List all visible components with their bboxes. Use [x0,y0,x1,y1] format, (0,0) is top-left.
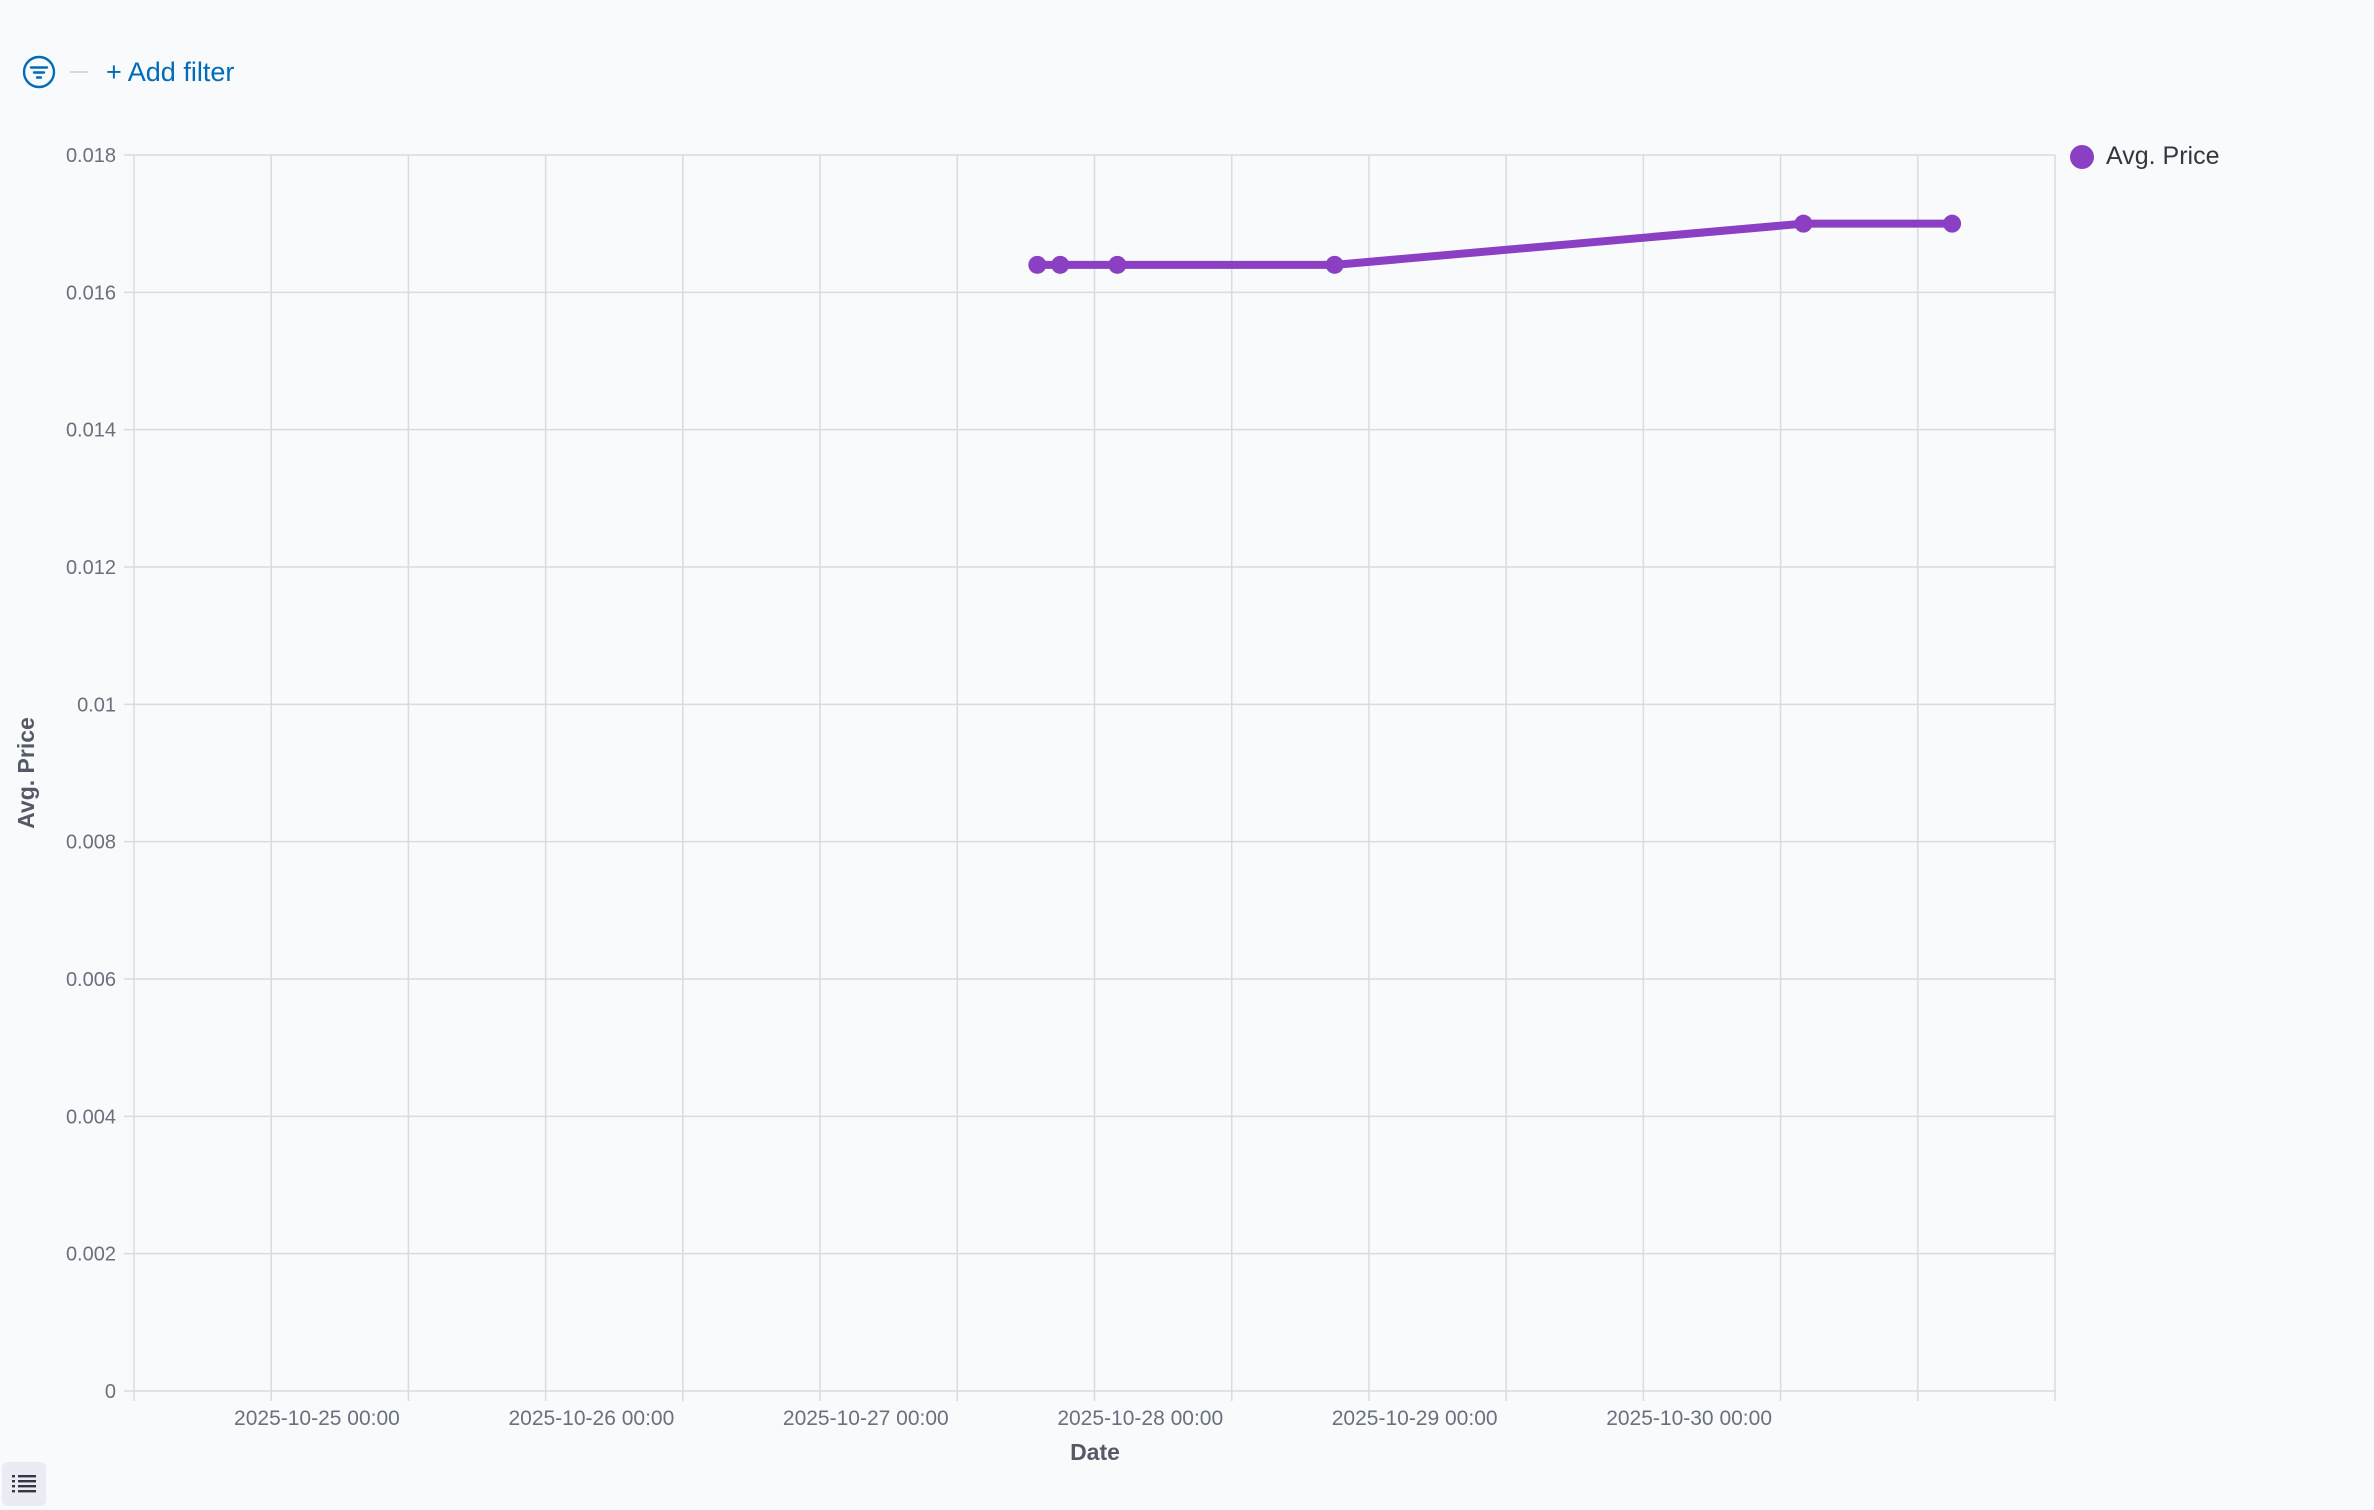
data-point[interactable] [1051,255,1070,274]
y-tick-label: 0.018 [66,145,116,167]
y-tick-label: 0.004 [66,1106,116,1128]
y-tick-label: 0.01 [77,694,116,716]
chart-series[interactable] [1028,214,1962,274]
data-point[interactable] [1028,255,1047,274]
x-axis-title: Date [1070,1439,1120,1465]
data-point[interactable] [1325,255,1344,274]
filter-separator [70,71,88,73]
legend-toggle-button[interactable] [2,1462,46,1506]
y-tick-label: 0.014 [66,420,116,442]
legend-swatch [2070,144,2094,169]
x-tick-label: 2025-10-30 00:00 [1606,1407,1772,1430]
filter-bar: + Add filter [22,52,234,92]
y-axis-title: Avg. Price [13,717,39,829]
chart-grid [134,154,2055,1392]
y-tick-label: 0.006 [66,969,116,991]
x-tick-label: 2025-10-26 00:00 [508,1407,674,1430]
y-tick-label: 0.016 [66,282,116,304]
y-tick-label: 0.002 [66,1244,116,1266]
data-point[interactable] [1943,214,1962,233]
chart-axes: 0 0.002 0.004 0.006 0.008 0.01 0.012 0.014 0.016… [66,145,2056,1430]
y-tick-label: 0.012 [66,557,116,579]
y-tick-label: 0.008 [66,832,116,854]
list-icon [12,1475,36,1493]
series-line[interactable] [1033,219,1957,269]
x-tick-label: 2025-10-28 00:00 [1057,1407,1223,1430]
legend-item-avg-price[interactable]: Avg. Price [2070,142,2219,171]
x-tick-label: 2025-10-29 00:00 [1332,1407,1498,1430]
data-point[interactable] [1794,214,1813,233]
filter-icon[interactable] [22,55,56,89]
x-tick-label: 2025-10-27 00:00 [783,1407,949,1430]
y-tick-label: 0 [105,1381,116,1403]
add-filter-button[interactable]: + Add filter [106,56,235,87]
legend-label: Avg. Price [2106,142,2220,170]
x-tick-label: 2025-10-25 00:00 [234,1407,400,1430]
data-point[interactable] [1108,255,1127,274]
